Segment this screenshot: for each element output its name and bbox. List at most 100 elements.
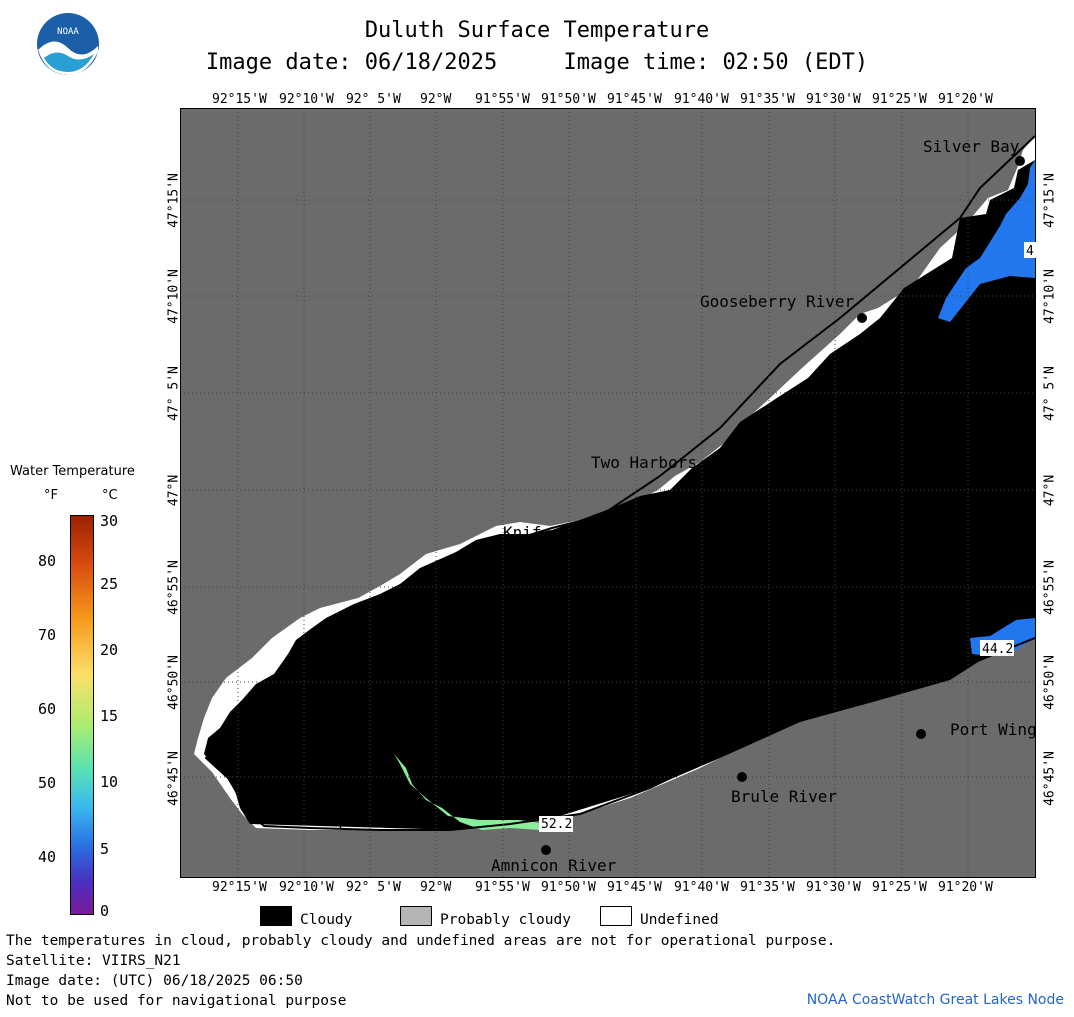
lon-tick-top: 92° 5'W (346, 92, 401, 107)
lon-tick-bottom: 92°15'W (212, 880, 267, 895)
lon-tick-top: 91°25'W (872, 92, 927, 107)
marker-gooseberry-river (857, 313, 867, 323)
lon-tick-bottom: 91°20'W (938, 880, 993, 895)
marker-brule-river (737, 772, 747, 782)
colorbar-c-tick: 20 (100, 641, 119, 659)
lat-tick-left: 47°N (166, 474, 182, 507)
marker-duluth (359, 737, 369, 747)
lon-tick-top: 91°55'W (475, 92, 530, 107)
lon-tick-top: 92°10'W (279, 92, 334, 107)
lon-tick-top: 92°15'W (212, 92, 267, 107)
image-date: Image date: 06/18/2025 (205, 50, 498, 75)
label-brule-river: Brule River (731, 787, 837, 806)
colorbar-f-tick: 70 (38, 626, 57, 644)
temperature-map: Silver Bay Gooseberry River Two Harbors … (180, 108, 1036, 878)
svg-text:NOAA: NOAA (57, 27, 79, 37)
lon-tick-top: 91°20'W (938, 92, 993, 107)
lon-tick-bottom: 91°55'W (475, 880, 530, 895)
marker-port-wing (916, 729, 926, 739)
lat-tick-right: 46°55'N (1042, 560, 1058, 615)
noaa-logo: NOAA (37, 13, 99, 76)
lat-tick-right: 47°15'N (1042, 173, 1058, 228)
temp-label-box (1024, 242, 1036, 258)
place-markers (359, 156, 1025, 855)
image-time: Image time: 02:50 (EDT) (563, 50, 869, 75)
temp-label-port-wing: 44.2 (982, 642, 1013, 657)
cloudy-area (204, 160, 1035, 830)
label-port-wing: Port Wing (950, 720, 1036, 739)
lon-tick-top: 91°30'W (806, 92, 861, 107)
map-title: Duluth Surface Temperature (364, 18, 710, 43)
lat-tick-left: 47° 5'N (166, 366, 182, 421)
footer-nav-warning: Not to be used for navigational purpose (6, 993, 347, 1009)
colorbar-c-tick: 0 (100, 902, 110, 920)
label-two-harbors: Two Harbors (591, 453, 697, 472)
lat-tick-right: 46°45'N (1042, 751, 1058, 806)
graticule (180, 108, 1036, 878)
colorbar-unit-c: °C (102, 488, 118, 503)
lon-tick-bottom: 91°40'W (674, 880, 729, 895)
shoreline (204, 135, 1036, 831)
colorbar-c-tick: 10 (100, 773, 119, 791)
legend-label-cloudy: Cloudy (300, 912, 353, 928)
lon-tick-bottom: 91°45'W (607, 880, 662, 895)
footer-credit: NOAA CoastWatch Great Lakes Node (806, 992, 1064, 1008)
lat-tick-left: 46°50'N (166, 655, 182, 710)
marker-two-harbors (705, 473, 715, 483)
marker-amnicon-river (541, 845, 551, 855)
temp-label-amnicon: 52.2 (541, 817, 572, 832)
legend-label-undefined: Undefined (640, 912, 719, 928)
footer-utc-date: Image date: (UTC) 06/18/2025 06:50 (6, 973, 303, 989)
lon-tick-bottom: 91°50'W (541, 880, 596, 895)
marker-silver-bay (1015, 156, 1025, 166)
colorbar-c-tick: 30 (100, 512, 119, 530)
label-duluth: Duluth (306, 715, 364, 734)
lat-tick-left: 47°10'N (166, 269, 182, 324)
colorbar-unit-f: °F (44, 488, 58, 503)
lon-tick-bottom: 92° 5'W (346, 880, 401, 895)
legend-swatch-probably-cloudy (400, 906, 432, 926)
lat-tick-right: 46°50'N (1042, 655, 1058, 710)
colorbar-f-tick: 50 (38, 774, 57, 792)
temp-label-box (539, 816, 573, 832)
label-amnicon-river: Amnicon River (491, 856, 617, 875)
lat-tick-left: 46°45'N (166, 751, 182, 806)
legend-swatch-undefined (600, 906, 632, 926)
temp-label-silver-bay: 4 (1026, 244, 1034, 259)
colorbar-f-tick: 40 (38, 848, 57, 866)
lon-tick-bottom: 92°10'W (279, 880, 334, 895)
lon-tick-bottom: 92°W (420, 880, 452, 895)
lon-tick-top: 91°35'W (740, 92, 795, 107)
footer-satellite: Satellite: VIIRS_N21 (6, 953, 181, 969)
marker-superior (391, 795, 401, 805)
colorbar-c-tick: 25 (100, 575, 119, 593)
lon-tick-top: 91°45'W (607, 92, 662, 107)
colorbar-f-tick: 60 (38, 700, 57, 718)
lat-tick-left: 47°15'N (166, 173, 182, 228)
image-date-time: Image date: 06/18/2025 Image time: 02:50… (0, 50, 1074, 75)
lon-tick-top: 91°50'W (541, 92, 596, 107)
label-gooseberry-river: Gooseberry River (700, 292, 854, 311)
colorbar-c-tick: 5 (100, 840, 110, 858)
water-patch-silver-bay (938, 160, 1035, 322)
lat-tick-left: 46°55'N (166, 560, 182, 615)
water-patch-superior (394, 754, 546, 830)
temp-label-box (980, 640, 1014, 656)
lon-tick-top: 92°W (420, 92, 452, 107)
map-frame (180, 108, 1036, 878)
lon-tick-bottom: 91°35'W (740, 880, 795, 895)
legend-label-probably-cloudy: Probably cloudy (440, 912, 571, 928)
lat-tick-right: 47°N (1042, 474, 1058, 507)
footer-note: The temperatures in cloud, probably clou… (6, 933, 836, 949)
legend-swatch-cloudy (260, 906, 292, 926)
colorbar-gradient (70, 515, 94, 915)
colorbar-title: Water Temperature (10, 464, 135, 479)
label-silver-bay: Silver Bay (923, 137, 1020, 156)
label-superior: Superior (319, 811, 396, 830)
colorbar-c-tick: 15 (100, 707, 119, 725)
lon-tick-top: 91°40'W (674, 92, 729, 107)
lat-tick-right: 47° 5'N (1042, 366, 1058, 421)
lon-tick-bottom: 91°25'W (872, 880, 927, 895)
marker-knife-river (604, 544, 614, 554)
label-knife-river: Knife River (503, 523, 609, 542)
